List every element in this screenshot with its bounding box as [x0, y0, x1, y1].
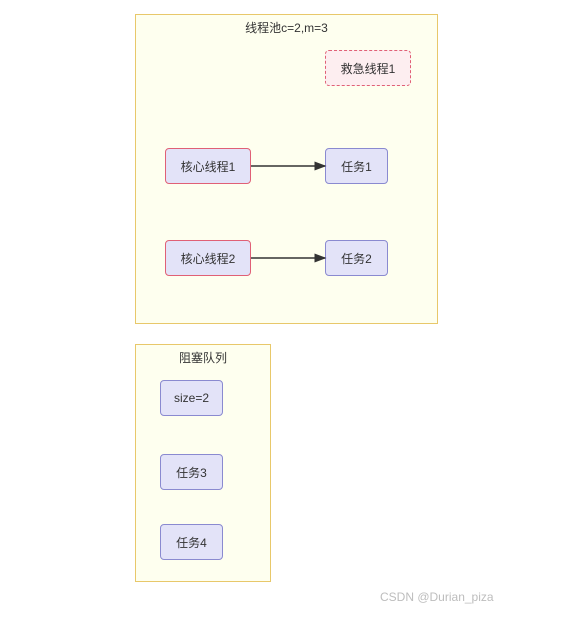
node-label: 救急线程1 [341, 60, 396, 77]
node-label: 任务4 [176, 534, 207, 551]
node-task-2: 任务2 [325, 240, 388, 276]
node-task-4: 任务4 [160, 524, 223, 560]
node-label: 任务2 [341, 250, 372, 267]
diagram-canvas: 线程池c=2,m=3 阻塞队列 救急线程1 核心线程1 任务1 核心线程2 任务… [0, 0, 577, 617]
threadpool-title: 线程池c=2,m=3 [136, 19, 437, 36]
arrow-core2-task2 [251, 252, 325, 264]
node-emergency-thread-1: 救急线程1 [325, 50, 411, 86]
node-core-thread-1: 核心线程1 [165, 148, 251, 184]
node-task-1: 任务1 [325, 148, 388, 184]
arrow-core1-task1 [251, 160, 325, 172]
node-core-thread-2: 核心线程2 [165, 240, 251, 276]
node-label: 核心线程1 [181, 158, 236, 175]
node-label: size=2 [174, 391, 209, 405]
blockingqueue-title: 阻塞队列 [136, 349, 270, 366]
node-label: 任务3 [176, 464, 207, 481]
node-label: 核心线程2 [181, 250, 236, 267]
node-label: 任务1 [341, 158, 372, 175]
watermark-text: CSDN @Durian_piza [380, 590, 494, 604]
node-queue-size: size=2 [160, 380, 223, 416]
node-task-3: 任务3 [160, 454, 223, 490]
